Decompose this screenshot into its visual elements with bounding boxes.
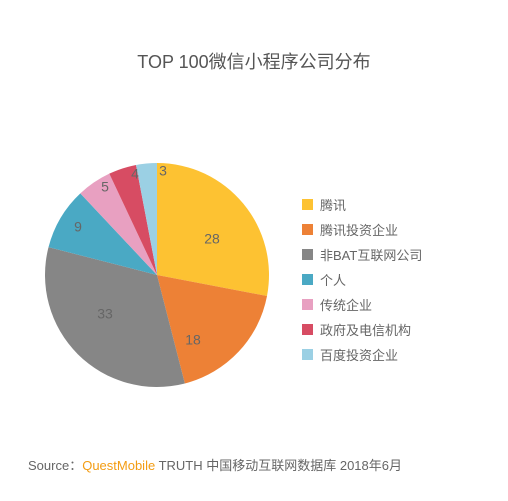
legend-item: 个人 [302, 270, 422, 289]
source-line: Source：QuestMobile TRUTH 中国移动互联网数据库 2018… [28, 455, 402, 474]
source-brand: QuestMobile [82, 458, 155, 473]
legend-swatch [302, 324, 313, 335]
slice-value-label: 4 [131, 166, 139, 182]
legend-item: 政府及电信机构 [302, 320, 422, 339]
pie-slice [157, 163, 269, 296]
legend-label: 传统企业 [320, 295, 372, 314]
legend-item: 非BAT互联网公司 [302, 245, 422, 264]
legend-swatch [302, 249, 313, 260]
source-prefix: Source： [28, 458, 82, 473]
legend-swatch [302, 199, 313, 210]
source-rest: TRUTH 中国移动互联网数据库 2018年6月 [155, 458, 402, 473]
chart-container: TOP 100微信小程序公司分布 2818339543 腾讯腾讯投资企业非BAT… [0, 0, 508, 501]
legend-swatch [302, 224, 313, 235]
legend-item: 腾讯投资企业 [302, 220, 422, 239]
legend-label: 个人 [320, 270, 346, 289]
legend-swatch [302, 349, 313, 360]
legend-label: 腾讯 [320, 195, 346, 214]
slice-value-label: 9 [74, 219, 82, 235]
slice-value-label: 28 [204, 231, 220, 247]
slice-value-label: 18 [185, 332, 201, 348]
legend-label: 百度投资企业 [320, 345, 398, 364]
slice-value-label: 33 [97, 306, 113, 322]
slice-value-label: 5 [101, 179, 109, 195]
legend-item: 传统企业 [302, 295, 422, 314]
legend-item: 百度投资企业 [302, 345, 422, 364]
legend-label: 非BAT互联网公司 [320, 245, 422, 264]
legend-label: 腾讯投资企业 [320, 220, 398, 239]
legend-item: 腾讯 [302, 195, 422, 214]
legend-swatch [302, 274, 313, 285]
legend-swatch [302, 299, 313, 310]
legend: 腾讯腾讯投资企业非BAT互联网公司个人传统企业政府及电信机构百度投资企业 [302, 195, 422, 370]
legend-label: 政府及电信机构 [320, 320, 411, 339]
pie-chart: 28 18 33 9 5 4 3 [0, 0, 508, 501]
slice-value-label: 3 [159, 163, 167, 179]
